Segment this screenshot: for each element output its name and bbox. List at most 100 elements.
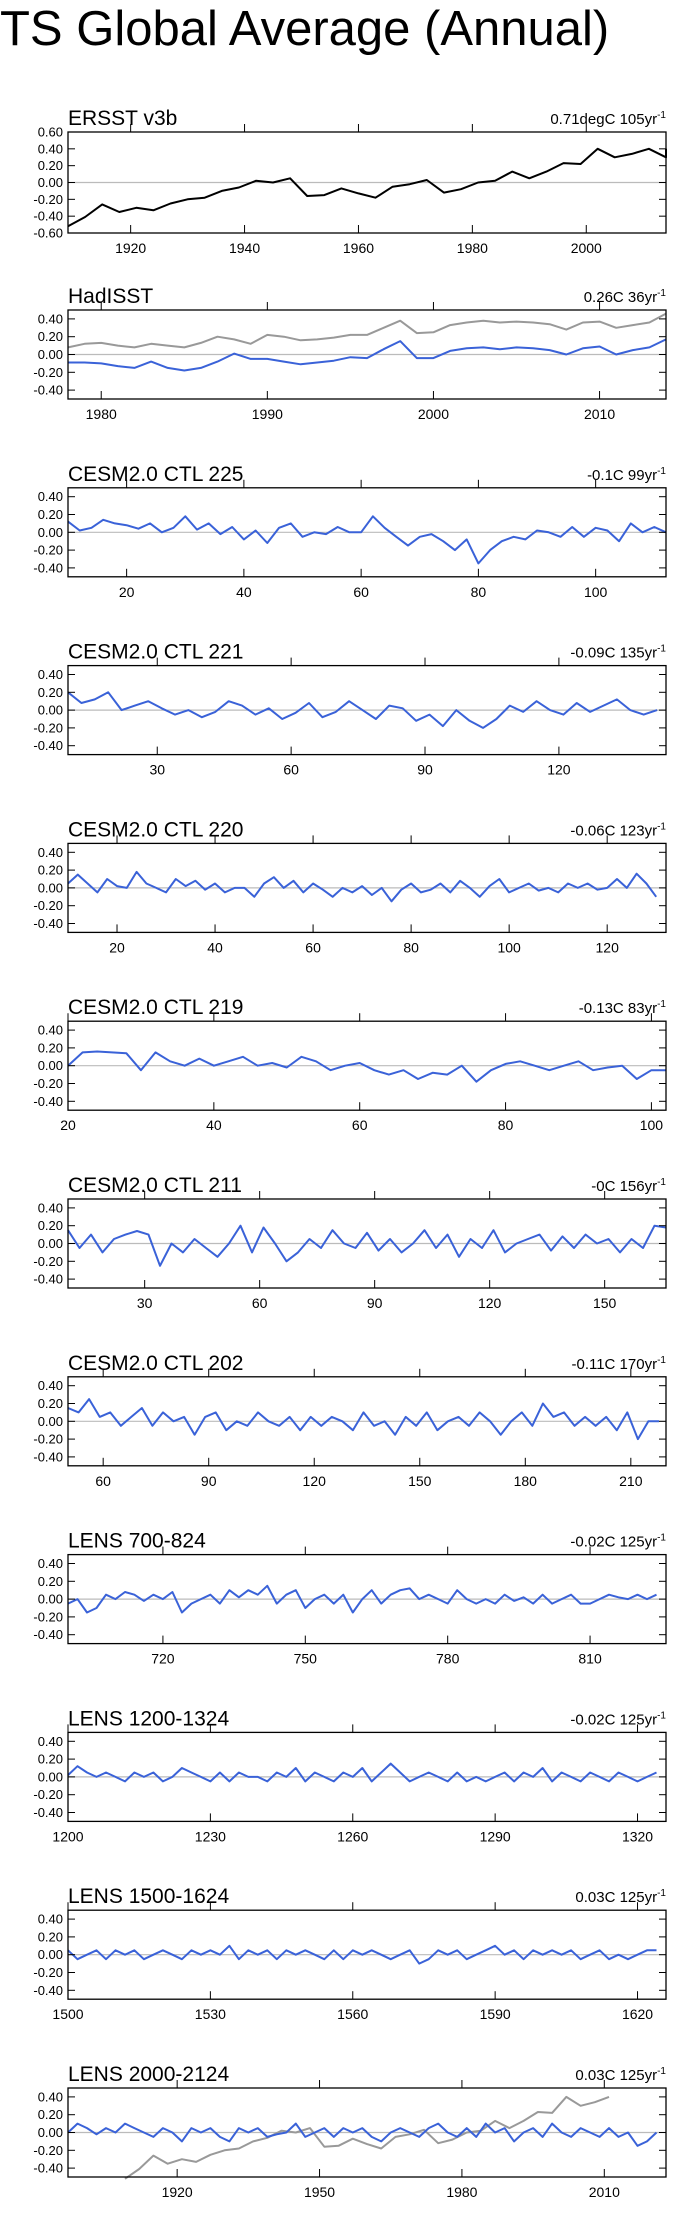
x-tick-label: 180 (514, 1473, 538, 1489)
y-tick-label: -0.40 (33, 1805, 63, 1820)
x-tick-label: 90 (417, 762, 433, 778)
x-tick-label: 60 (95, 1473, 111, 1489)
x-tick-label: 1560 (337, 2006, 368, 2022)
series-line-1 (67, 1584, 657, 1614)
x-tick-label: 2010 (584, 406, 615, 422)
x-tick-label: 1620 (622, 2006, 653, 2022)
x-tick-label: 1230 (195, 1828, 226, 1844)
y-tick-label: -0.20 (33, 898, 63, 913)
y-tick-label: 0.20 (38, 1929, 63, 1944)
y-tick-label: 0.00 (38, 1058, 63, 1073)
y-tick-label: 0.00 (38, 1592, 63, 1607)
series-line-1 (67, 312, 667, 349)
x-tick-label: 120 (547, 762, 571, 778)
x-tick-label: 1920 (162, 2184, 193, 2200)
y-tick-label: 0.20 (38, 1040, 63, 1055)
chart-panel-7: CESM2.0 CTL 211 -0C 156yr-1 -0.40 -0.20 0.00… (33, 1174, 667, 1311)
x-tick-label: 80 (403, 939, 419, 955)
x-tick-label: 1980 (86, 406, 117, 422)
y-tick-label: -0.40 (33, 209, 63, 224)
panel-title: CESM2.0 CTL 225 (68, 463, 243, 486)
series-line-1 (67, 1224, 667, 1267)
x-tick-label: 30 (137, 1295, 153, 1311)
y-tick-label: 0.20 (38, 685, 63, 700)
y-tick-label: -0.40 (33, 1449, 63, 1464)
x-tick-label: 1500 (52, 2006, 83, 2022)
page-title: TS Global Average (Annual) (0, 2, 610, 56)
x-tick-label: 720 (151, 1651, 175, 1667)
chart-panel-5: CESM2.0 CTL 220 -0.06C 123yr-1 -0.40 -0.20 0… (33, 818, 667, 955)
chart-panel-10: LENS 1200-1324 -0.02C 125yr-1 -0.40 -0.20 0.… (33, 1707, 667, 1844)
x-tick-label: 1990 (252, 406, 283, 422)
y-tick-label: 0.20 (38, 507, 63, 522)
y-tick-label: 0.00 (38, 880, 63, 895)
y-tick-label: 0.00 (38, 1769, 63, 1784)
panel-title: LENS 700-824 (68, 1530, 206, 1553)
y-tick-label: -0.40 (33, 1627, 63, 1642)
x-tick-label: 150 (408, 1473, 432, 1489)
y-tick-label: 0.00 (38, 1947, 63, 1962)
panel-title: CESM2.0 CTL 220 (68, 818, 243, 841)
y-tick-label: 0.40 (38, 845, 63, 860)
panel-annotation: -0.11C 170yr-1 (571, 1355, 666, 1373)
x-tick-label: 810 (578, 1651, 602, 1667)
x-tick-label: 100 (584, 584, 608, 600)
x-tick-label: 1980 (457, 240, 488, 256)
series-line-1 (67, 147, 667, 228)
x-tick-label: 60 (283, 762, 299, 778)
y-tick-label: 0.20 (38, 329, 63, 344)
series-line-1 (67, 1762, 657, 1783)
y-tick-label: -0.40 (33, 738, 63, 753)
y-tick-label: -0.20 (33, 192, 63, 207)
x-tick-label: 750 (294, 1651, 318, 1667)
y-tick-label: -0.20 (33, 1787, 63, 1802)
x-tick-label: 1950 (304, 2184, 335, 2200)
y-tick-label: -0.20 (33, 1076, 63, 1091)
series-line-1 (67, 515, 667, 565)
panel-title: CESM2.0 CTL 221 (68, 641, 243, 664)
y-tick-label: -0.20 (33, 1432, 63, 1447)
series-line-1 (67, 691, 658, 729)
x-tick-label: 150 (593, 1295, 617, 1311)
y-tick-label: 0.40 (38, 1378, 63, 1393)
y-tick-label: 0.40 (38, 1912, 63, 1927)
y-tick-label: 0.20 (38, 1218, 63, 1233)
y-tick-label: -0.40 (33, 560, 63, 575)
series-line-1 (124, 2095, 610, 2180)
panel-title: CESM2.0 CTL 219 (68, 996, 243, 1019)
y-tick-label: 0.00 (38, 703, 63, 718)
y-tick-label: 0.60 (38, 125, 63, 140)
y-tick-label: -0.40 (33, 1983, 63, 1998)
panel-title: CESM2.0 CTL 211 (68, 1174, 242, 1197)
x-tick-label: 1260 (337, 1828, 368, 1844)
chart-panel-8: CESM2.0 CTL 202 -0.11C 170yr-1 -0.40 -0.20 0… (33, 1352, 667, 1489)
chart-panel-4: CESM2.0 CTL 221 -0.09C 135yr-1 -0.40 -0.20 0… (33, 641, 667, 778)
y-tick-label: 0.40 (38, 1023, 63, 1038)
chart-panel-12: LENS 2000-2124 0.03C 125yr-1 -0.40 -0.20 0.0… (33, 2063, 667, 2200)
x-tick-label: 2000 (418, 406, 449, 422)
chart-panel-1: ERSST v3b 0.71degC 105yr-1 -0.60 -0.40 -0.20… (33, 107, 667, 256)
x-tick-label: 120 (303, 1473, 327, 1489)
y-tick-label: -0.40 (33, 1272, 63, 1287)
x-tick-label: 120 (596, 939, 620, 955)
x-tick-label: 60 (305, 939, 321, 955)
panel-title: LENS 2000-2124 (68, 2063, 229, 2086)
x-tick-label: 120 (478, 1295, 502, 1311)
chart-panel-9: LENS 700-824 -0.02C 125yr-1 -0.40 -0.20 0.00… (33, 1530, 667, 1667)
panel-annotation: -0.06C 123yr-1 (570, 821, 666, 839)
y-tick-label: -0.40 (33, 383, 63, 398)
x-tick-label: 1530 (195, 2006, 226, 2022)
panel-title: ERSST v3b (68, 107, 177, 130)
y-tick-label: -0.20 (33, 1965, 63, 1980)
y-tick-label: 0.40 (38, 311, 63, 326)
x-tick-label: 1290 (480, 1828, 511, 1844)
x-tick-label: 40 (207, 939, 223, 955)
panel-annotation: -0.1C 99yr-1 (587, 466, 666, 484)
series-line-2 (67, 2122, 658, 2147)
x-tick-label: 2000 (571, 240, 602, 256)
panel-annotation: -0C 156yr-1 (591, 1177, 666, 1195)
y-tick-label: 0.00 (38, 175, 63, 190)
y-tick-label: 0.40 (38, 667, 63, 682)
y-tick-label: -0.40 (33, 1094, 63, 1109)
y-tick-label: -0.40 (33, 916, 63, 931)
